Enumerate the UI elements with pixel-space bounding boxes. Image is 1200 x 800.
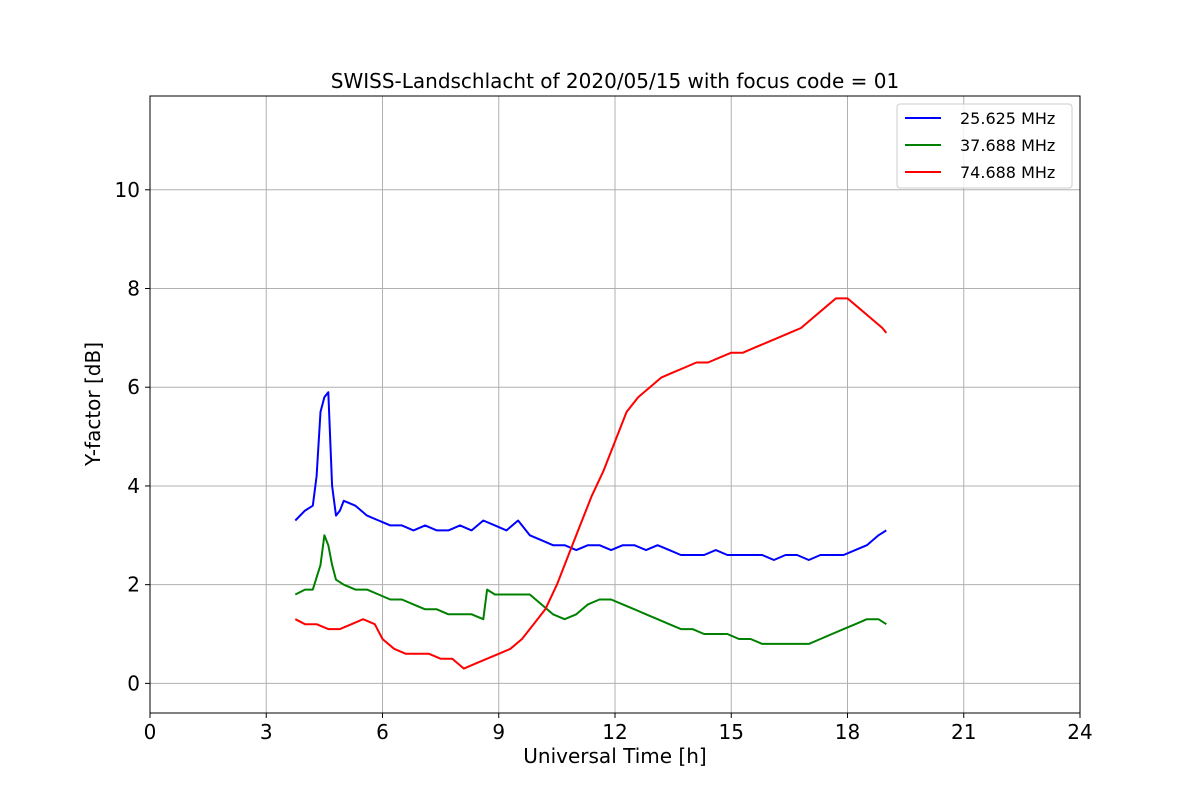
x-tick-label: 15: [719, 720, 744, 744]
x-tick-label: 18: [835, 720, 860, 744]
series-line-1: [294, 391, 887, 561]
x-tick-label: 21: [951, 720, 976, 744]
legend-label-3: 74.688 MHz: [960, 163, 1055, 182]
legend-label-1: 25.625 MHz: [960, 109, 1055, 128]
x-axis-label: Universal Time [h]: [523, 744, 706, 768]
x-tick-label: 9: [492, 720, 505, 744]
y-tick-label: 0: [127, 671, 140, 695]
x-tick-label: 6: [376, 720, 389, 744]
chart-title: SWISS-Landschlacht of 2020/05/15 with fo…: [331, 69, 899, 93]
series-line-3: [294, 297, 888, 670]
x-axis: 0 3 6 9 12 15 18 21 24: [144, 713, 1093, 744]
y-axis-label: Y-factor [dB]: [81, 342, 105, 467]
y-tick-label: 8: [127, 277, 140, 301]
y-tick-label: 2: [127, 573, 140, 597]
series-line-2: [294, 534, 887, 645]
y-axis: 0 2 4 6 8 10: [115, 178, 150, 695]
y-tick-label: 4: [127, 474, 140, 498]
legend-box: [896, 103, 1073, 189]
x-tick-label: 12: [602, 720, 627, 744]
series-layer: [294, 297, 888, 670]
grid: [149, 96, 1081, 713]
x-tick-label: 24: [1067, 720, 1092, 744]
y-tick-label: 6: [127, 375, 140, 399]
x-tick-label: 0: [144, 720, 157, 744]
x-tick-label: 3: [260, 720, 273, 744]
y-tick-label: 10: [115, 178, 140, 202]
legend-label-2: 37.688 MHz: [960, 136, 1055, 155]
legend: 25.625 MHz 37.688 MHz 74.688 MHz: [896, 103, 1073, 189]
